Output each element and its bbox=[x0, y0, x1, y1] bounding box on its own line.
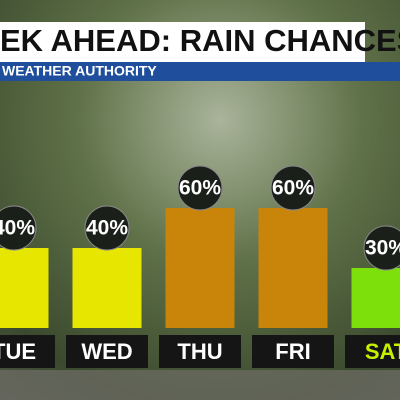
value-label: 60% bbox=[272, 177, 314, 200]
bar bbox=[351, 268, 400, 328]
value-badge bbox=[84, 205, 130, 251]
value-label: 40% bbox=[86, 217, 128, 240]
value-label: 60% bbox=[179, 177, 221, 200]
x-tick-label: WED bbox=[81, 339, 132, 364]
category-box bbox=[345, 335, 400, 368]
chart-title: EK AHEAD: RAIN CHANCES bbox=[0, 23, 400, 58]
bar bbox=[72, 248, 142, 328]
value-badge bbox=[270, 165, 316, 211]
x-tick-label: SAT bbox=[365, 339, 400, 364]
title-band bbox=[0, 22, 365, 62]
ground bbox=[0, 370, 400, 400]
category-box bbox=[252, 335, 334, 368]
bar bbox=[165, 208, 235, 328]
value-badge bbox=[177, 165, 223, 211]
chart-subtitle: WEATHER AUTHORITY bbox=[2, 63, 157, 79]
x-tick-label: FRI bbox=[275, 339, 310, 364]
x-tick-label: THU bbox=[177, 339, 222, 364]
value-label: 30% bbox=[365, 237, 400, 260]
category-box bbox=[66, 335, 148, 368]
value-badge bbox=[0, 205, 37, 251]
bar bbox=[0, 248, 49, 328]
value-badge bbox=[363, 225, 400, 271]
value-label: 40% bbox=[0, 217, 35, 240]
category-box bbox=[159, 335, 241, 368]
category-box bbox=[0, 335, 55, 368]
bar bbox=[258, 208, 328, 328]
subtitle-band bbox=[0, 62, 400, 81]
x-tick-label: TUE bbox=[0, 339, 36, 364]
